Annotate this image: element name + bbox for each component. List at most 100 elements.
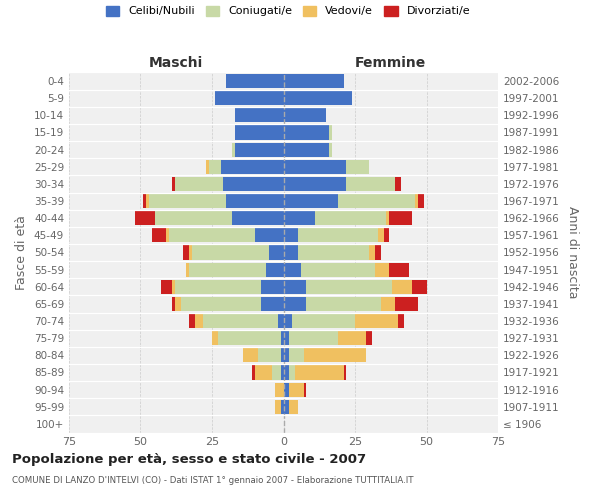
Bar <box>195 314 203 328</box>
Bar <box>329 142 332 156</box>
Bar <box>284 108 326 122</box>
Bar <box>232 142 235 156</box>
Bar <box>146 194 149 208</box>
Bar <box>284 126 329 140</box>
Bar <box>383 228 389 242</box>
Bar <box>284 91 352 105</box>
Bar <box>284 297 307 311</box>
Text: Femmine: Femmine <box>355 56 427 70</box>
Bar <box>206 160 209 174</box>
Bar <box>215 91 284 105</box>
Bar <box>284 366 289 380</box>
Bar <box>226 74 284 88</box>
Bar <box>289 331 338 345</box>
Bar <box>284 142 329 156</box>
Bar <box>284 228 298 242</box>
Bar <box>338 194 415 208</box>
Bar <box>172 280 175 294</box>
Bar <box>289 366 295 380</box>
Bar <box>284 160 346 174</box>
Bar <box>355 314 398 328</box>
Bar <box>304 382 307 396</box>
Bar <box>284 400 289 414</box>
Bar <box>367 331 372 345</box>
Bar <box>135 211 155 225</box>
Bar <box>258 348 281 362</box>
Bar <box>143 194 146 208</box>
Bar <box>284 74 344 88</box>
Bar <box>381 297 395 311</box>
Bar <box>298 228 378 242</box>
Bar <box>307 280 392 294</box>
Bar <box>386 211 389 225</box>
Bar <box>284 177 346 191</box>
Bar <box>172 297 175 311</box>
Bar <box>281 331 284 345</box>
Bar <box>346 177 395 191</box>
Bar <box>418 194 424 208</box>
Text: Popolazione per età, sesso e stato civile - 2007: Popolazione per età, sesso e stato civil… <box>12 452 366 466</box>
Bar <box>284 382 289 396</box>
Bar <box>209 160 221 174</box>
Bar <box>395 297 418 311</box>
Legend: Celibi/Nubili, Coniugati/e, Vedovi/e, Divorziati/e: Celibi/Nubili, Coniugati/e, Vedovi/e, Di… <box>106 6 470 16</box>
Bar <box>284 314 292 328</box>
Text: COMUNE DI LANZO D'INTELVI (CO) - Dati ISTAT 1° gennaio 2007 - Elaborazione TUTTI: COMUNE DI LANZO D'INTELVI (CO) - Dati IS… <box>12 476 413 485</box>
Bar <box>149 194 226 208</box>
Bar <box>260 280 284 294</box>
Bar <box>189 246 192 260</box>
Bar <box>189 262 266 276</box>
Bar <box>175 280 260 294</box>
Bar <box>315 211 386 225</box>
Bar <box>255 228 284 242</box>
Bar <box>304 348 367 362</box>
Bar <box>412 280 427 294</box>
Bar <box>284 246 298 260</box>
Bar <box>281 366 284 380</box>
Bar <box>284 331 289 345</box>
Bar <box>260 297 284 311</box>
Bar <box>389 262 409 276</box>
Bar <box>235 126 284 140</box>
Y-axis label: Anni di nascita: Anni di nascita <box>566 206 579 298</box>
Bar <box>278 314 284 328</box>
Bar <box>175 177 223 191</box>
Bar <box>175 297 181 311</box>
Bar <box>152 228 166 242</box>
Bar <box>389 211 412 225</box>
Bar <box>284 262 301 276</box>
Bar <box>375 246 381 260</box>
Bar <box>329 126 332 140</box>
Bar <box>378 228 383 242</box>
Bar <box>244 348 258 362</box>
Bar <box>272 366 281 380</box>
Bar <box>189 314 195 328</box>
Bar <box>281 400 284 414</box>
Bar <box>289 400 298 414</box>
Bar <box>186 262 189 276</box>
Bar <box>232 211 284 225</box>
Bar <box>235 142 284 156</box>
Bar <box>266 262 284 276</box>
Bar <box>255 366 272 380</box>
Text: Maschi: Maschi <box>149 56 203 70</box>
Bar <box>169 228 255 242</box>
Bar <box>392 280 412 294</box>
Bar <box>218 331 281 345</box>
Bar <box>192 246 269 260</box>
Bar <box>346 160 370 174</box>
Y-axis label: Fasce di età: Fasce di età <box>16 215 28 290</box>
Bar <box>275 382 284 396</box>
Bar <box>344 366 346 380</box>
Bar <box>289 382 304 396</box>
Bar <box>292 314 355 328</box>
Bar <box>298 246 370 260</box>
Bar <box>184 246 189 260</box>
Bar <box>226 194 284 208</box>
Bar <box>415 194 418 208</box>
Bar <box>275 400 281 414</box>
Bar <box>295 366 344 380</box>
Bar <box>269 246 284 260</box>
Bar <box>212 331 218 345</box>
Bar <box>395 177 401 191</box>
